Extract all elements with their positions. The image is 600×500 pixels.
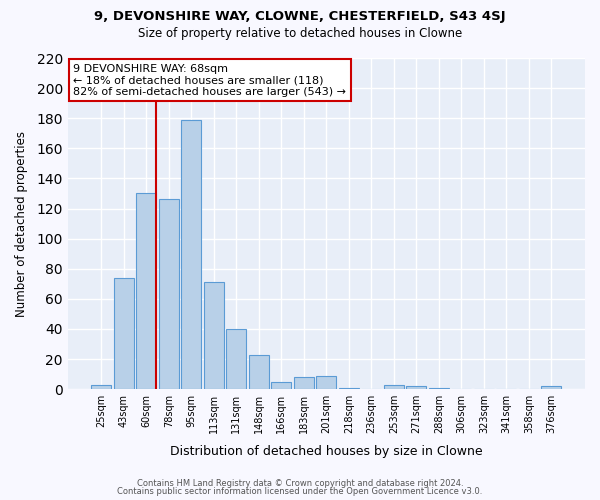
Text: 9 DEVONSHIRE WAY: 68sqm
← 18% of detached houses are smaller (118)
82% of semi-d: 9 DEVONSHIRE WAY: 68sqm ← 18% of detache… [73, 64, 346, 97]
Bar [339, 388, 359, 389]
Text: Contains public sector information licensed under the Open Government Licence v3: Contains public sector information licen… [118, 487, 482, 496]
Text: 9, DEVONSHIRE WAY, CLOWNE, CHESTERFIELD, S43 4SJ: 9, DEVONSHIRE WAY, CLOWNE, CHESTERFIELD,… [94, 10, 506, 23]
Bar [159, 200, 179, 389]
Y-axis label: Number of detached properties: Number of detached properties [15, 130, 28, 316]
Bar [384, 384, 404, 389]
Bar [91, 384, 112, 389]
Bar [136, 194, 157, 389]
Bar [181, 120, 202, 389]
Bar [541, 386, 562, 389]
Text: Contains HM Land Registry data © Crown copyright and database right 2024.: Contains HM Land Registry data © Crown c… [137, 478, 463, 488]
Text: Size of property relative to detached houses in Clowne: Size of property relative to detached ho… [138, 28, 462, 40]
Bar [406, 386, 427, 389]
Bar [271, 382, 292, 389]
Bar [316, 376, 337, 389]
Bar [204, 282, 224, 389]
Bar [429, 388, 449, 389]
Bar [249, 354, 269, 389]
Bar [294, 377, 314, 389]
Bar [114, 278, 134, 389]
Bar [226, 329, 247, 389]
X-axis label: Distribution of detached houses by size in Clowne: Distribution of detached houses by size … [170, 444, 482, 458]
